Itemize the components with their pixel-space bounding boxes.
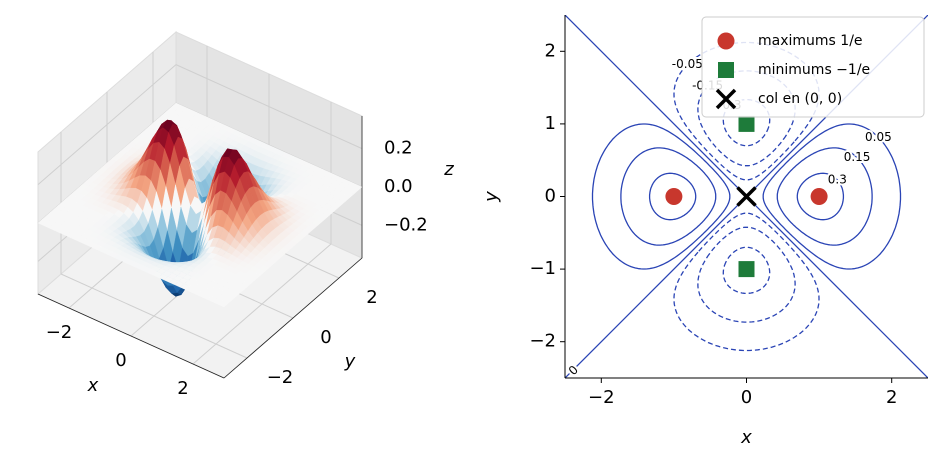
saddle-marker [736,186,757,207]
contour-line [697,226,796,323]
contour-panel: -0.3-0.15-0.0500.050.150.3−202−2−1012xym… [481,15,928,448]
max-marker [810,188,828,205]
max-marker [665,188,683,205]
legend-label: col en (0, 0) [758,91,842,107]
axis-line [223,257,363,379]
axis-line [37,293,225,379]
contour-line [673,212,820,352]
y-tick-label: −1 [529,258,556,279]
y-tick-label: 0 [545,186,556,207]
legend-frame [701,16,925,118]
y-tick-label: 2 [366,287,377,308]
surface-patch [218,300,229,308]
contour-line [591,123,731,270]
y-tick-label: 1 [545,113,556,134]
z-axis-label: z [443,159,454,180]
x-tick-label: −2 [588,387,615,408]
grid-line [175,64,363,150]
x-tick-label: 0 [741,387,752,408]
contour-label: 0.15 [844,150,871,164]
y-tick-label: −2 [267,367,294,388]
y-tick-label: 2 [545,40,556,61]
grid-line [37,64,177,185]
grid-line [60,273,248,359]
saddle-marker [715,88,737,110]
min-marker [738,115,755,132]
x-axis-label: x [87,375,99,396]
y-tick-label: −2 [529,331,556,352]
contour-line [620,147,717,246]
z-tick-label: 0.2 [384,138,413,159]
legend-label: minimums −1/e [758,62,870,78]
contour-line [776,147,873,246]
min-marker [738,261,755,278]
surface-panel: −2 0 2 −2 0 2 −0.2 0.0 0.2 x y z [37,30,454,399]
y-axis-label: y [481,191,502,203]
y-tick-label: 0 [320,327,331,348]
contour-line [796,172,845,221]
y-axis-label: y [344,351,356,372]
contour-label: 0.05 [865,130,892,144]
legend: maximums 1/e minimums −1/e col en (0, 0) [701,16,925,118]
x-tick-label: 0 [115,350,126,371]
min-marker [718,62,734,78]
contour-label: -0.05 [672,57,703,71]
max-marker [717,32,735,50]
x-axis-label: x [740,427,752,448]
contour-label: 0.3 [828,172,847,186]
legend-label: maximums 1/e [758,33,863,49]
x-tick-label: −2 [46,322,73,343]
contour-line [648,172,697,221]
contour-line [762,123,902,270]
x-tick-label: 2 [177,378,188,399]
x-tick-label: 2 [886,387,897,408]
z-tick-label: −0.2 [384,214,428,235]
z-tick-label: 0.0 [384,176,413,197]
